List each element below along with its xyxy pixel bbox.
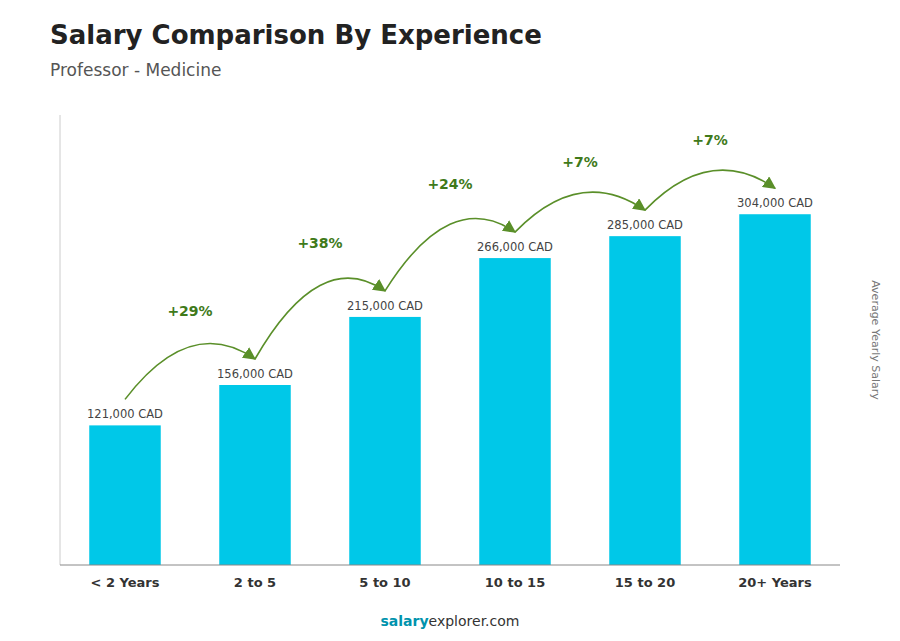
data-label: 304,000 CAD bbox=[737, 196, 813, 210]
footer-part: salary bbox=[381, 613, 429, 629]
x-axis-line bbox=[60, 565, 840, 566]
x-tick-label: 5 to 10 bbox=[359, 575, 410, 590]
change-annotation: +24% bbox=[427, 176, 472, 192]
data-label: 285,000 CAD bbox=[607, 218, 683, 232]
change-annotation: +7% bbox=[692, 132, 728, 148]
change-arrow bbox=[645, 170, 775, 210]
bar bbox=[349, 317, 421, 565]
change-arrow bbox=[515, 192, 645, 232]
bar bbox=[89, 425, 161, 565]
y-axis-label: Average Yearly Salary bbox=[869, 280, 882, 400]
bar bbox=[739, 214, 811, 565]
change-arrow bbox=[255, 278, 385, 359]
data-label: 266,000 CAD bbox=[477, 240, 553, 254]
bar bbox=[219, 385, 291, 565]
x-tick-label: < 2 Years bbox=[91, 575, 160, 590]
x-tick-label: 10 to 15 bbox=[485, 575, 545, 590]
data-label: 156,000 CAD bbox=[217, 367, 293, 381]
change-annotation: +38% bbox=[297, 235, 342, 251]
bars bbox=[89, 214, 811, 565]
x-tick-label: 2 to 5 bbox=[234, 575, 276, 590]
data-label: 215,000 CAD bbox=[347, 299, 423, 313]
title: Salary Comparison By Experience bbox=[50, 20, 542, 50]
subtitle: Professor - Medicine bbox=[50, 60, 221, 80]
bar bbox=[609, 236, 681, 565]
chart-container: Salary Comparison By Experience Professor… bbox=[0, 0, 900, 641]
change-arrow bbox=[385, 218, 515, 290]
change-arrow bbox=[125, 343, 255, 399]
bar bbox=[479, 258, 551, 565]
chart: Salary Comparison By Experience Professor… bbox=[0, 0, 900, 641]
y-axis-line bbox=[60, 115, 61, 565]
footer: salaryexplorer.com bbox=[381, 613, 520, 629]
x-tick-label: 20+ Years bbox=[738, 575, 812, 590]
change-annotation: +7% bbox=[562, 154, 598, 170]
x-tick-label: 15 to 20 bbox=[615, 575, 675, 590]
data-label: 121,000 CAD bbox=[87, 407, 163, 421]
footer-part: explorer.com bbox=[429, 613, 520, 629]
change-annotation: +29% bbox=[167, 303, 212, 319]
